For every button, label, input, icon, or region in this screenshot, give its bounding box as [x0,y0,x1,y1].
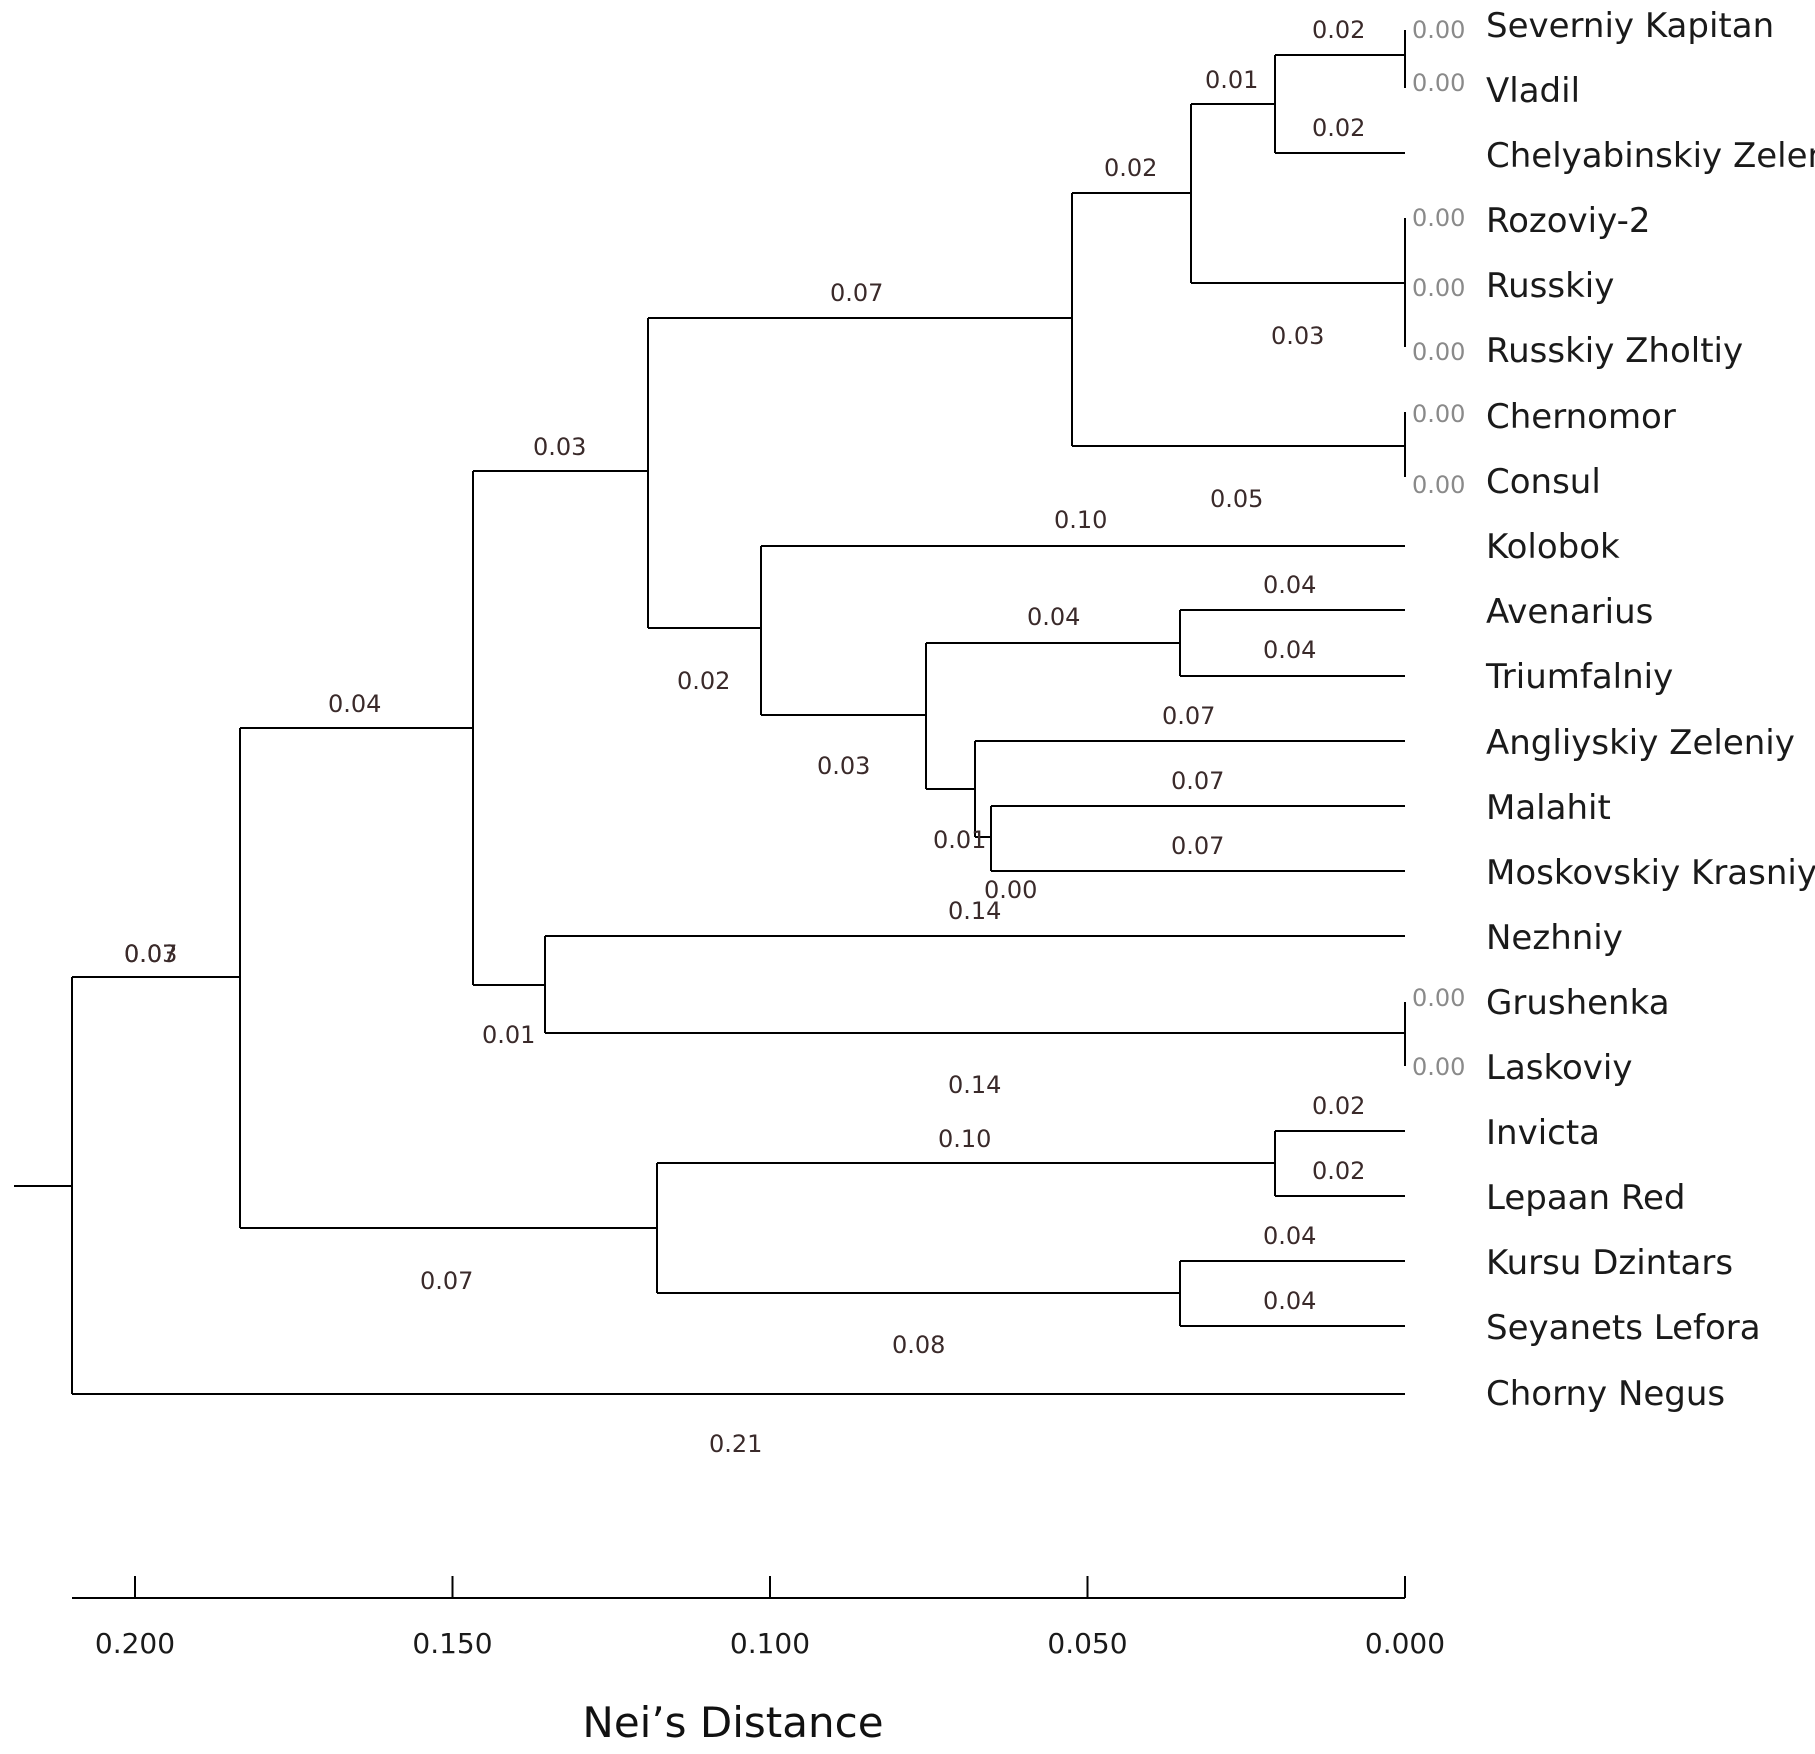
leaf-label: Malahit [1486,788,1611,828]
branch-length: 0.04 [1027,603,1080,631]
leaf-label: Chorny Negus [1486,1374,1725,1414]
branch-length: 0.07 [124,940,177,968]
leaf-label: Kursu Dzintars [1486,1243,1733,1283]
branch-length: 0.14 [948,897,1001,925]
branch-length: 0.02 [677,667,730,695]
branch-length: 0.02 [1312,1092,1365,1120]
axis-tick-label: 0.050 [1047,1627,1127,1660]
branch-length: 0.01 [1205,66,1258,94]
branch-length: 0.03 [124,940,177,968]
branch-length: 0.00 [1412,984,1465,1012]
axis-tick-label: 0.150 [412,1627,492,1660]
branch-length: 0.21 [709,1430,762,1458]
branch-length: 0.04 [1263,1222,1316,1250]
branch-length: 0.00 [984,876,1037,904]
branch-length: 0.05 [1210,485,1263,513]
branch-length: 0.08 [892,1331,945,1359]
branch-length: 0.14 [948,1071,1001,1099]
branch-length: 0.07 [1171,767,1224,795]
leaf-label: Lepaan Red [1486,1178,1685,1218]
leaf-label: Avenarius [1486,592,1653,632]
leaf-label: Nezhniy [1486,918,1623,958]
branch-length: 0.03 [1271,322,1324,350]
leaf-label: Grushenka [1486,983,1670,1023]
branch-length: 0.02 [1312,114,1365,142]
axis-title: Nei’s Distance [582,1698,883,1747]
branch-length: 0.02 [1312,16,1365,44]
branch-length: 0.03 [817,752,870,780]
axis-tick-label: 0.200 [95,1627,175,1660]
branches [14,30,1406,1395]
leaf-label: Russkiy [1486,266,1614,306]
leaf-label: Kolobok [1486,527,1620,567]
axis-tick-label: 0.100 [730,1627,810,1660]
leaf-label: Angliyskiy Zeleniy [1486,723,1795,763]
branch-length: 0.04 [328,690,381,718]
leaf-label: Seyanets Lefora [1486,1308,1761,1348]
branch-length: 0.07 [1162,702,1215,730]
leaf-label: Chernomor [1486,397,1676,437]
branch-length: 0.00 [1412,69,1465,97]
branch-length: 0.00 [1412,204,1465,232]
leaf-label: Consul [1486,462,1601,502]
leaf-label: Moskovskiy Krasniy [1486,853,1815,893]
branch-length: 0.04 [1263,1287,1316,1315]
branch-length: 0.04 [1263,636,1316,664]
leaf-label: Rozoviy-2 [1486,201,1651,241]
branch-length: 0.07 [830,279,883,307]
branch-length: 0.00 [1412,338,1465,366]
branch-length: 0.07 [1171,832,1224,860]
branch-length: 0.01 [482,1021,535,1049]
branch-length: 0.01 [933,826,986,854]
branch-length-labels: 0.02 0.00 0.00 0.01 0.02 0.02 0.00 0.00 … [124,16,1465,1458]
axis-ticks: 0.200 0.150 0.100 0.050 0.000 [95,1576,1445,1660]
branch-length: 0.00 [1412,16,1465,44]
leaf-label: Invicta [1486,1113,1600,1153]
branch-length: 0.03 [533,433,586,461]
branch-length: 0.00 [1412,1053,1465,1081]
leaf-label: Triumfalniy [1485,657,1673,697]
branch-length: 0.00 [1412,274,1465,302]
branch-length: 0.10 [1054,506,1107,534]
branch-length: 0.00 [1412,471,1465,499]
leaf-label: Russkiy Zholtiy [1486,331,1743,371]
leaf-label: Chelyabinskiy Zeleniy [1486,136,1815,176]
branch-length: 0.02 [1104,154,1157,182]
branch-length: 0.04 [1263,571,1316,599]
leaf-label: Severniy Kapitan [1486,6,1774,46]
distance-axis: 0.200 0.150 0.100 0.050 0.000 Nei’s Distance [72,1576,1445,1747]
leaf-labels: Severniy Kapitan Vladil Chelyabinskiy Ze… [1485,6,1815,1414]
leaf-label: Vladil [1486,71,1580,111]
branch-length: 0.00 [1412,400,1465,428]
axis-tick-label: 0.000 [1365,1627,1445,1660]
leaf-label: Laskoviy [1486,1048,1632,1088]
branch-length: 0.10 [938,1125,991,1153]
branch-length: 0.02 [1312,1157,1365,1185]
branch-length: 0.07 [420,1267,473,1295]
